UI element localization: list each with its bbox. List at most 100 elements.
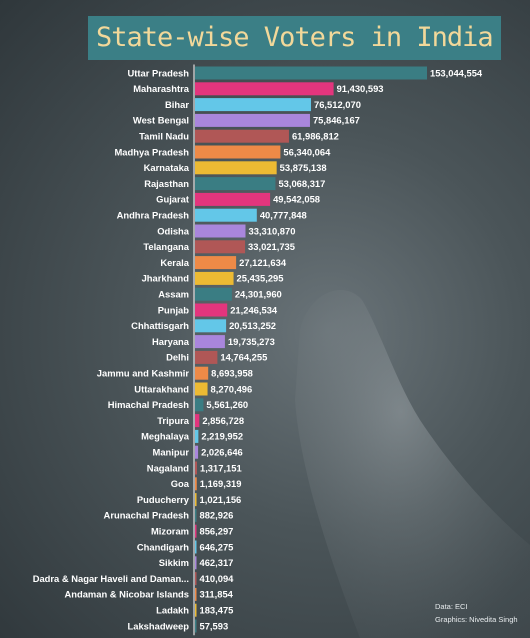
category-label: Chhattisgarh [131, 320, 189, 331]
chart-title: State-wise Voters in India [88, 16, 501, 60]
bar [195, 587, 197, 601]
data-label: 1,169,319 [200, 478, 242, 489]
category-label: Jharkhand [142, 273, 190, 284]
data-label: 56,340,064 [283, 146, 331, 157]
data-label: 311,854 [200, 589, 234, 600]
data-label: 61,986,812 [292, 131, 339, 142]
bar [195, 350, 218, 364]
bar [195, 145, 281, 159]
category-label: Ladakh [156, 605, 189, 616]
category-label: Goa [171, 478, 190, 489]
data-label: 20,513,252 [229, 320, 276, 331]
bar [195, 335, 225, 349]
bar [195, 619, 197, 633]
bar [195, 177, 276, 191]
bar [195, 287, 232, 301]
data-label: 410,094 [200, 573, 235, 584]
bar [195, 382, 208, 396]
data-label: 21,246,534 [230, 304, 278, 315]
data-label: 27,121,634 [239, 257, 287, 268]
bar [195, 98, 311, 112]
category-label: Lakshadweep [128, 620, 190, 631]
category-label: Delhi [166, 352, 189, 363]
bar [195, 303, 228, 317]
data-label: 19,735,273 [228, 336, 275, 347]
category-label: Odisha [157, 225, 190, 236]
bar [195, 477, 197, 491]
bar [195, 429, 199, 443]
data-label: 24,301,960 [235, 289, 282, 300]
data-label: 646,275 [200, 541, 234, 552]
bar [195, 556, 197, 570]
category-label: Andaman & Nicobar Islands [64, 589, 189, 600]
category-label: Arunachal Pradesh [104, 510, 190, 521]
credit-note: Graphics: Nivedita Singh [435, 615, 518, 624]
bar [195, 129, 289, 143]
data-label: 14,764,255 [220, 352, 267, 363]
category-label: Tripura [157, 415, 190, 426]
data-label: 5,561,260 [206, 399, 248, 410]
data-label: 53,068,317 [278, 178, 325, 189]
data-label: 1,021,156 [200, 494, 242, 505]
bar [195, 161, 277, 175]
bar [195, 192, 271, 206]
category-label: Rajasthan [144, 178, 189, 189]
bar [195, 224, 246, 238]
bar [195, 414, 200, 428]
data-label: 25,435,295 [237, 273, 284, 284]
bar [195, 256, 237, 270]
bar [195, 508, 197, 522]
category-label: Madhya Pradesh [114, 146, 189, 157]
bar [195, 113, 310, 127]
bar [195, 493, 197, 507]
category-label: Maharashtra [133, 83, 190, 94]
category-label: Chandigarh [137, 541, 189, 552]
data-label: 49,542,058 [273, 194, 320, 205]
data-label: 53,875,138 [280, 162, 327, 173]
category-label: Tamil Nadu [139, 131, 189, 142]
bar [195, 366, 209, 380]
data-label: 33,310,870 [248, 225, 295, 236]
category-label: Nagaland [147, 462, 189, 473]
category-label: Uttarakhand [134, 383, 189, 394]
data-label: 1,317,151 [200, 462, 242, 473]
category-label: Telangana [143, 241, 189, 252]
bar [195, 461, 197, 475]
data-label: 183,475 [200, 605, 234, 616]
data-label: 2,856,728 [202, 415, 244, 426]
bar [195, 82, 334, 96]
bar [195, 572, 197, 586]
category-label: Manipur [153, 447, 190, 458]
category-label: Mizoram [151, 526, 189, 537]
bar [195, 540, 197, 554]
category-label: Uttar Pradesh [128, 67, 190, 78]
data-label: 462,317 [200, 557, 234, 568]
data-label: 2,219,952 [201, 431, 243, 442]
category-label: West Bengal [133, 115, 189, 126]
category-label: Haryana [152, 336, 190, 347]
data-label: 76,512,070 [314, 99, 361, 110]
bar [195, 271, 234, 285]
data-label: 2,026,646 [201, 447, 243, 458]
category-label: Assam [158, 289, 189, 300]
category-label: Karnataka [144, 162, 190, 173]
category-label: Punjab [158, 304, 190, 315]
bar [195, 319, 227, 333]
source-note: Data: ECI [435, 602, 468, 611]
category-label: Himachal Pradesh [108, 399, 190, 410]
data-label: 57,593 [200, 620, 229, 631]
data-label: 33,021,735 [248, 241, 295, 252]
bar [195, 398, 204, 412]
category-label: Meghalaya [141, 431, 190, 442]
data-label: 153,044,554 [430, 67, 483, 78]
data-label: 75,846,167 [313, 115, 360, 126]
bar [195, 208, 257, 222]
data-label: 40,777,848 [260, 210, 307, 221]
bar [195, 66, 427, 80]
bar [195, 445, 199, 459]
data-label: 8,693,958 [211, 368, 253, 379]
category-label: Sikkim [159, 557, 189, 568]
data-label: 8,270,496 [211, 383, 253, 394]
category-label: Puducherry [137, 494, 190, 505]
